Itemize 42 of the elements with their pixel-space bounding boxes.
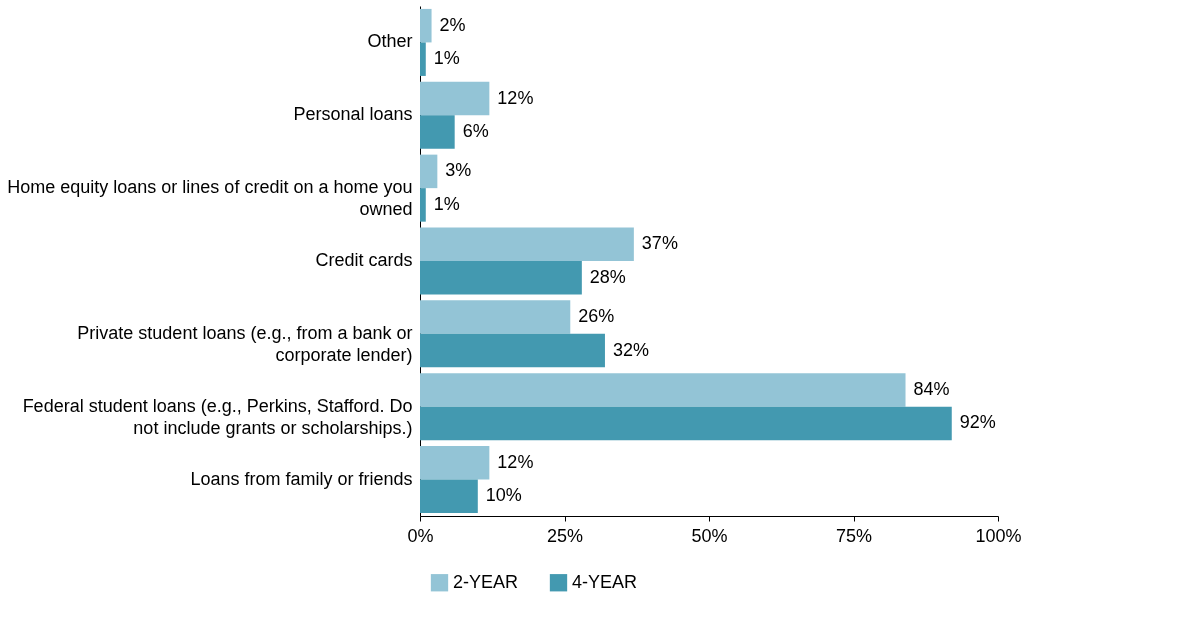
data-label: 32% — [612, 339, 649, 360]
data-label: 1% — [433, 193, 460, 214]
y-tick-label: Other — [367, 31, 413, 52]
y-tick-label: Federal student loans (e.g., Perkins, Stafford. Do not include grants or scholarships.) — [22, 395, 413, 438]
data-label: 26% — [578, 306, 615, 327]
x-tick-label: 100% — [975, 525, 1022, 546]
data-label: 2% — [439, 14, 466, 35]
y-tick-label: Credit cards — [315, 250, 413, 270]
bar — [420, 8, 432, 43]
bar — [420, 227, 634, 261]
data-label: 1% — [433, 48, 460, 69]
x-tick-label: 75% — [835, 525, 873, 546]
bar — [420, 479, 478, 514]
data-label: 12% — [497, 451, 534, 472]
data-label: 10% — [485, 485, 522, 506]
bar — [420, 261, 582, 295]
bar — [420, 446, 490, 480]
x-tick-label: 25% — [546, 525, 584, 546]
data-label: 37% — [641, 233, 678, 254]
y-tick-label: Home equity loans or lines of credit on a home you owned — [7, 177, 413, 220]
data-label: 3% — [445, 160, 472, 181]
bar — [420, 188, 426, 222]
data-label: 6% — [462, 121, 489, 142]
data-label: 28% — [589, 266, 626, 287]
bar — [420, 81, 490, 116]
bar — [420, 154, 438, 189]
y-tick-label: Loans from family or friends — [190, 468, 413, 489]
legend-label: 2-YEAR — [453, 571, 519, 592]
bar — [420, 406, 952, 441]
bar — [420, 42, 426, 76]
y-tick-label: Personal loans — [293, 104, 413, 125]
bar — [420, 373, 906, 407]
legend-label: 4-YEAR — [572, 571, 638, 592]
x-tick-label: 0% — [407, 525, 434, 546]
bar — [420, 115, 455, 149]
x-tick-label: 50% — [691, 525, 728, 546]
y-tick-label: Private student loans (e.g., from a bank or corporate lender) — [77, 322, 413, 365]
data-label: 12% — [497, 87, 534, 108]
data-label: 92% — [959, 412, 996, 433]
bar — [420, 333, 605, 368]
bar — [420, 300, 571, 334]
data-label: 84% — [913, 378, 950, 399]
